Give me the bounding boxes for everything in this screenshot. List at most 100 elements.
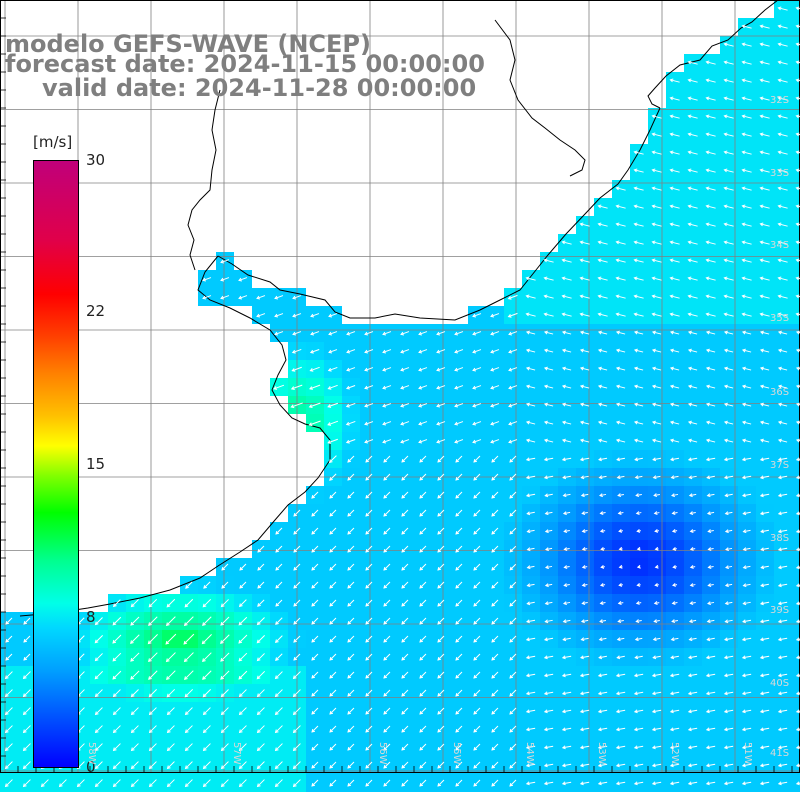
- wind-vector: [760, 421, 770, 425]
- wind-vector-head: [759, 204, 764, 209]
- wind-vector-head: [347, 602, 352, 607]
- wind-vector: [401, 581, 409, 589]
- wind-vector-head: [636, 564, 641, 569]
- wind-vector: [293, 725, 301, 733]
- wind-vector-head: [166, 676, 170, 680]
- wind-vector: [509, 491, 517, 499]
- wind-vector-head: [669, 348, 674, 353]
- wind-vector-head: [508, 331, 513, 336]
- wind-vector-head: [723, 222, 728, 227]
- wind-vector-head: [723, 168, 728, 173]
- wind-vector: [599, 475, 607, 479]
- wind-vector-head: [454, 385, 459, 390]
- wind-vector: [293, 671, 301, 679]
- wind-vector-head: [618, 546, 623, 551]
- valid-date: valid date: 2024-11-28 00:00:00: [42, 74, 477, 102]
- wind-vector-head: [795, 132, 800, 137]
- wind-vector-head: [329, 477, 333, 481]
- wind-vector-head: [687, 438, 692, 443]
- wind-vector-head: [202, 693, 207, 698]
- wind-vector-head: [741, 132, 746, 137]
- wind-vector-head: [202, 765, 207, 770]
- wind-vector: [220, 277, 230, 281]
- wind-vector-head: [365, 728, 370, 733]
- wind-vector-head: [633, 781, 638, 786]
- wind-vector: [742, 493, 752, 497]
- wind-vector-head: [669, 420, 674, 425]
- wind-vector: [5, 635, 13, 643]
- wind-vector: [671, 493, 679, 497]
- wind-vector: [760, 115, 770, 119]
- wind-vector: [419, 581, 427, 589]
- wind-cell: [792, 216, 800, 234]
- wind-vector: [760, 313, 770, 317]
- wind-vector: [778, 403, 788, 407]
- wind-vector-head: [795, 583, 800, 588]
- wind-cell: [792, 270, 800, 288]
- wind-vector: [742, 349, 752, 353]
- wind-vector-head: [329, 530, 334, 535]
- lat-label: 34S: [770, 240, 790, 251]
- wind-vector: [706, 115, 716, 119]
- wind-vector-head: [579, 763, 584, 768]
- wind-vector-head: [472, 421, 477, 426]
- wind-vector: [527, 547, 535, 551]
- wind-vector: [401, 617, 409, 625]
- wind-vector-head: [509, 566, 514, 571]
- wind-vector: [598, 745, 608, 749]
- wind-vector-head: [759, 150, 764, 155]
- wind-vector: [509, 581, 517, 589]
- wind-vector-head: [419, 728, 424, 733]
- wind-vector: [796, 476, 800, 479]
- wind-vector-head: [777, 745, 782, 750]
- wind-vector: [419, 689, 427, 697]
- wind-vector: [526, 295, 536, 299]
- wind-vector: [257, 689, 265, 697]
- wind-vector-head: [795, 655, 800, 660]
- wind-vector: [778, 169, 788, 173]
- wind-vector-head: [687, 312, 692, 317]
- wind-vector: [401, 743, 409, 751]
- wind-vector-head: [238, 711, 243, 716]
- wind-vector: [184, 616, 194, 626]
- wind-vector: [670, 187, 680, 191]
- wind-vector: [670, 223, 680, 227]
- wind-vector-head: [491, 620, 496, 625]
- wind-vector: [562, 457, 572, 461]
- wind-vector: [94, 634, 104, 644]
- wind-vector-head: [795, 294, 800, 299]
- wind-vector: [346, 349, 356, 353]
- wind-vector-head: [345, 439, 350, 444]
- wind-vector-head: [671, 601, 676, 605]
- wind-vector: [778, 709, 788, 713]
- wind-vector: [347, 509, 355, 517]
- wind-vector: [706, 187, 716, 191]
- wind-vector: [491, 743, 499, 751]
- wind-vector-head: [166, 729, 171, 734]
- wind-vector: [742, 115, 752, 119]
- wind-vector-head: [293, 620, 298, 625]
- wind-vector: [796, 331, 800, 334]
- wind-vector-head: [327, 422, 332, 426]
- wind-vector-head: [724, 637, 728, 642]
- wind-vector-head: [436, 421, 441, 426]
- wind-vector: [112, 634, 122, 644]
- wind-vector-head: [777, 547, 782, 552]
- wind-vector: [419, 527, 427, 535]
- wind-vector: [688, 349, 698, 353]
- wind-vector-head: [347, 674, 352, 679]
- wind-vector-head: [292, 693, 297, 698]
- wind-vector: [149, 725, 157, 733]
- wind-vector-head: [795, 709, 800, 714]
- wind-vector-head: [597, 763, 602, 768]
- wind-vector-head: [112, 783, 117, 788]
- wind-vector: [311, 635, 319, 643]
- wind-vector: [203, 581, 211, 589]
- wind-vector: [778, 331, 788, 335]
- wind-vector-head: [290, 404, 295, 409]
- wind-vector-head: [437, 494, 442, 499]
- wind-vector: [707, 601, 715, 605]
- wind-vector: [688, 673, 698, 677]
- wind-vector-head: [364, 331, 369, 336]
- wind-vector: [688, 61, 698, 65]
